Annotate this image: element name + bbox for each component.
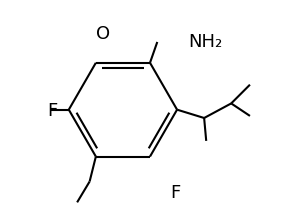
Text: F: F — [170, 184, 180, 202]
Text: O: O — [96, 25, 110, 43]
Text: NH₂: NH₂ — [188, 33, 223, 51]
Text: F: F — [47, 102, 57, 120]
